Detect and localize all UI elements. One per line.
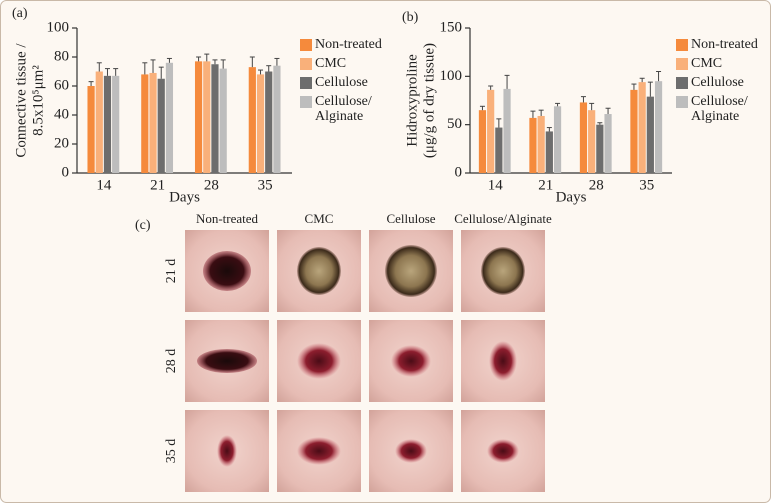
bar	[654, 81, 663, 173]
legend-label: Non-treated	[315, 37, 382, 52]
bar	[103, 75, 112, 173]
legend-swatch	[300, 58, 312, 70]
panel-label: (c)	[135, 218, 151, 233]
y-tick-label: 40	[54, 106, 69, 122]
bar	[112, 75, 120, 173]
x-axis-label: Days	[169, 189, 200, 205]
bar	[194, 61, 203, 173]
legend-swatch	[300, 77, 312, 89]
column-label: Cellulose/Alginate	[454, 211, 552, 226]
y-axis-label: Connective tissue /	[13, 43, 29, 158]
bar	[529, 117, 537, 173]
panel-label: (a)	[12, 6, 28, 21]
bar	[630, 89, 638, 173]
x-tick-label: 14	[488, 177, 504, 193]
bar	[141, 74, 149, 173]
y-tick-label: 80	[54, 48, 69, 64]
bar	[579, 102, 588, 173]
column-label: CMC	[305, 211, 334, 226]
wound	[297, 437, 341, 465]
wound	[395, 439, 427, 463]
legend-swatch	[676, 39, 688, 51]
bar	[478, 110, 487, 173]
column-label: Non-treated	[196, 211, 259, 226]
legend-swatch	[676, 58, 688, 70]
y-axis-label: 8.5x10⁵μm²	[30, 65, 46, 136]
legend-label: Cellulose	[691, 75, 744, 90]
bar	[604, 114, 612, 173]
x-tick-label: 21	[538, 177, 553, 193]
bar	[588, 110, 596, 173]
legend-label: Cellulose/Alginate	[691, 94, 748, 124]
y-axis-label: (μg/g of dry tissue)	[421, 43, 437, 158]
column-label: Cellulose	[386, 211, 435, 226]
wound	[385, 245, 437, 297]
x-tick-label: 21	[150, 177, 165, 193]
y-tick-label: 50	[447, 116, 462, 132]
bar	[596, 124, 604, 173]
bar	[211, 64, 219, 173]
wound	[481, 247, 525, 295]
x-axis-label: Days	[556, 189, 587, 205]
panel-label: (b)	[402, 10, 419, 25]
wound	[391, 345, 431, 377]
legend-label: CMC	[691, 56, 722, 71]
y-tick-label: 150	[440, 19, 463, 35]
legend-swatch	[300, 96, 312, 108]
legend-swatch	[300, 39, 312, 51]
bar	[87, 86, 95, 173]
wound	[197, 349, 257, 373]
bar	[149, 72, 157, 173]
bar	[537, 115, 545, 173]
bar	[219, 68, 227, 173]
wound	[203, 251, 251, 291]
wound	[297, 343, 341, 379]
bar	[95, 71, 103, 173]
legend-label: Cellulose	[315, 75, 368, 90]
bar	[203, 61, 211, 173]
bar	[273, 65, 281, 173]
bar	[646, 96, 654, 173]
bar	[487, 89, 495, 173]
row-label: 28 d	[164, 349, 179, 374]
bar	[165, 62, 174, 173]
bar	[553, 106, 562, 173]
bar	[503, 88, 511, 173]
bar	[265, 71, 273, 173]
bar	[495, 127, 503, 173]
y-tick-label: 100	[47, 19, 70, 35]
bar	[248, 67, 256, 173]
x-tick-label: 14	[96, 177, 112, 193]
bar	[157, 78, 165, 173]
y-tick-label: 60	[54, 77, 69, 93]
photo-grid	[185, 230, 545, 492]
row-label: 21 d	[164, 259, 179, 284]
y-tick-label: 0	[455, 164, 463, 180]
legend-label: CMC	[315, 56, 346, 71]
y-tick-label: 0	[62, 164, 70, 180]
row-label: 35 d	[164, 439, 179, 464]
y-tick-label: 20	[54, 135, 69, 151]
wound	[489, 341, 517, 381]
legend-swatch	[676, 77, 688, 89]
legend-label: Non-treated	[691, 37, 758, 52]
x-tick-label: 28	[204, 177, 219, 193]
y-tick-label: 100	[440, 68, 463, 84]
bar	[545, 131, 553, 173]
bar	[638, 82, 646, 173]
legend-label: Cellulose/Alginate	[315, 94, 372, 124]
wound	[297, 247, 341, 295]
wound	[487, 439, 519, 463]
x-tick-label: 35	[639, 177, 654, 193]
legend-swatch	[676, 96, 688, 108]
wound	[217, 435, 237, 467]
x-tick-label: 28	[589, 177, 604, 193]
y-axis-label: Hidroxyproline	[404, 54, 420, 147]
bar	[256, 74, 265, 173]
x-tick-label: 35	[258, 177, 273, 193]
